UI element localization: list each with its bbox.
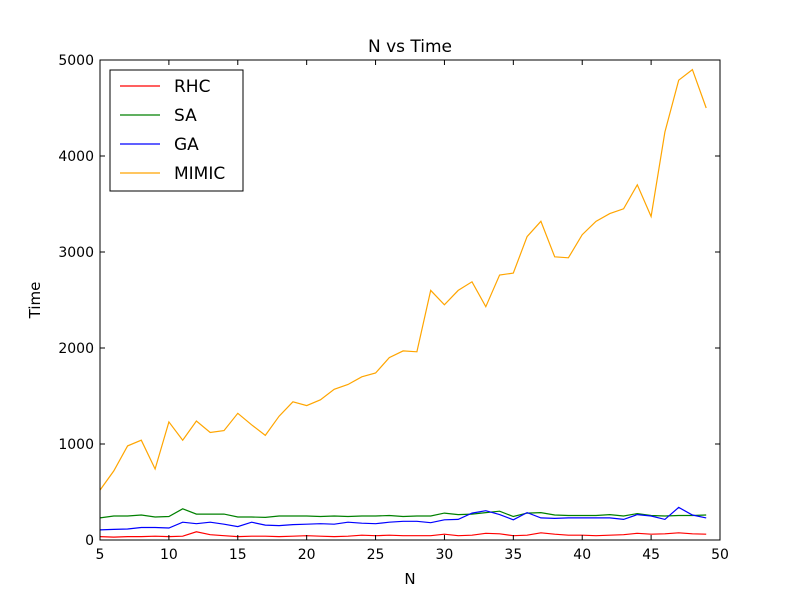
y-tick-label: 0 <box>85 533 94 549</box>
x-tick-label: 30 <box>436 547 454 563</box>
plot-area-frame <box>99 59 721 541</box>
legend-label-rhc: RHC <box>174 77 210 97</box>
ticks-layer: 5 10 15 20 25 30 35 40 45 50 0 1000 2000 3000 4000 5000 <box>58 53 729 563</box>
y-tick-label: 4000 <box>58 149 94 165</box>
y-tick-label: 5000 <box>58 53 94 69</box>
x-tick-label: 10 <box>160 547 178 563</box>
series-line-sa <box>99 508 707 519</box>
x-axis-title: N <box>404 570 415 588</box>
x-tick-label: 15 <box>229 547 247 563</box>
series-line-ga <box>99 506 707 531</box>
series-layer <box>99 68 707 538</box>
x-tick-label: 50 <box>711 547 729 563</box>
legend: RHC SA GA MIMIC <box>109 69 244 192</box>
y-tick-label: 2000 <box>58 341 94 357</box>
chart-title: N vs Time <box>368 37 452 57</box>
x-tick-label: 45 <box>642 547 660 563</box>
y-tick-label: 1000 <box>58 437 94 453</box>
y-axis-title: Time <box>26 282 44 320</box>
legend-label-ga: GA <box>174 135 199 155</box>
legend-label-mimic: MIMIC <box>174 164 225 184</box>
legend-label-sa: SA <box>174 106 197 126</box>
series-line-mimic <box>99 68 707 491</box>
x-tick-label: 20 <box>298 547 316 563</box>
x-tick-label: 5 <box>96 547 105 563</box>
x-tick-label: 25 <box>367 547 385 563</box>
series-line-rhc <box>99 531 707 538</box>
legend-box <box>109 69 244 192</box>
x-tick-label: 35 <box>504 547 522 563</box>
x-tick-label: 40 <box>573 547 591 563</box>
y-tick-label: 3000 <box>58 245 94 261</box>
